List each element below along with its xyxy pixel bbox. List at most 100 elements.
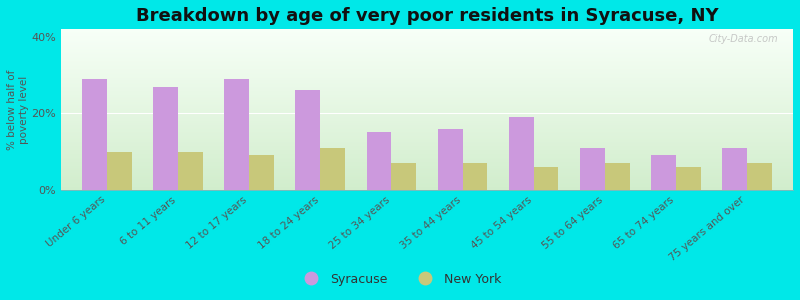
Bar xyxy=(61,40,793,41)
Bar xyxy=(61,36,793,37)
Bar xyxy=(61,43,793,44)
Bar xyxy=(61,106,793,107)
Bar xyxy=(61,171,793,172)
Bar xyxy=(651,155,676,190)
Bar xyxy=(61,56,793,57)
Bar xyxy=(61,150,793,151)
Bar xyxy=(61,82,793,83)
Bar xyxy=(61,172,793,173)
Bar xyxy=(61,80,793,81)
Bar xyxy=(61,167,793,168)
Bar xyxy=(61,144,793,145)
Bar xyxy=(61,72,793,73)
Bar xyxy=(61,148,793,149)
Bar xyxy=(61,105,793,106)
Text: City-Data.com: City-Data.com xyxy=(709,34,778,44)
Bar xyxy=(61,75,793,76)
Bar xyxy=(250,155,274,190)
Bar xyxy=(61,68,793,69)
Bar xyxy=(107,152,132,190)
Bar xyxy=(61,74,793,75)
Bar xyxy=(676,167,701,190)
Bar xyxy=(61,30,793,31)
Bar xyxy=(61,84,793,85)
Bar xyxy=(61,60,793,61)
Bar xyxy=(61,173,793,174)
Bar xyxy=(61,187,793,188)
Bar xyxy=(438,129,462,190)
Bar xyxy=(534,167,558,190)
Bar xyxy=(61,146,793,147)
Bar xyxy=(61,59,793,60)
Bar xyxy=(61,102,793,103)
Bar xyxy=(61,55,793,56)
Bar xyxy=(61,97,793,98)
Y-axis label: % below half of
poverty level: % below half of poverty level xyxy=(7,69,29,150)
Bar xyxy=(61,153,793,154)
Bar xyxy=(61,98,793,99)
Bar xyxy=(61,79,793,80)
Bar xyxy=(61,135,793,136)
Bar xyxy=(61,154,793,155)
Bar xyxy=(61,62,793,63)
Bar xyxy=(61,87,793,88)
Bar xyxy=(61,32,793,33)
Bar xyxy=(61,147,793,148)
Bar xyxy=(61,138,793,139)
Bar xyxy=(61,113,793,114)
Bar xyxy=(61,109,793,110)
Bar xyxy=(61,39,793,40)
Bar xyxy=(61,64,793,65)
Bar xyxy=(320,148,346,190)
Bar xyxy=(295,90,320,190)
Bar xyxy=(61,34,793,35)
Bar xyxy=(61,124,793,125)
Bar xyxy=(61,156,793,157)
Bar xyxy=(61,140,793,141)
Bar xyxy=(61,41,793,42)
Bar xyxy=(61,88,793,89)
Bar xyxy=(61,152,793,153)
Bar xyxy=(61,162,793,163)
Bar xyxy=(154,87,178,190)
Bar xyxy=(61,125,793,126)
Bar xyxy=(61,158,793,159)
Bar xyxy=(61,151,793,152)
Bar xyxy=(61,159,793,160)
Bar xyxy=(61,143,793,144)
Bar xyxy=(462,163,487,190)
Bar xyxy=(61,115,793,116)
Bar xyxy=(61,104,793,105)
Bar xyxy=(61,176,793,177)
Bar xyxy=(722,148,747,190)
Bar xyxy=(61,116,793,117)
Bar xyxy=(61,54,793,55)
Bar xyxy=(61,96,793,97)
Bar xyxy=(61,47,793,48)
Bar xyxy=(178,152,203,190)
Bar xyxy=(61,50,793,51)
Bar xyxy=(61,44,793,45)
Bar xyxy=(61,93,793,94)
Bar xyxy=(61,58,793,59)
Bar xyxy=(61,65,793,66)
Bar xyxy=(61,188,793,189)
Bar xyxy=(61,163,793,164)
Bar xyxy=(61,119,793,120)
Bar xyxy=(605,163,630,190)
Bar xyxy=(61,183,793,184)
Bar xyxy=(61,95,793,96)
Bar xyxy=(61,85,793,86)
Bar xyxy=(61,121,793,122)
Bar xyxy=(82,79,107,190)
Bar xyxy=(61,99,793,100)
Bar xyxy=(61,155,793,156)
Bar xyxy=(61,131,793,132)
Bar xyxy=(61,103,793,104)
Legend: Syracuse, New York: Syracuse, New York xyxy=(294,268,506,291)
Bar xyxy=(61,83,793,84)
Bar xyxy=(61,90,793,91)
Bar xyxy=(61,145,793,146)
Bar xyxy=(61,128,793,129)
Bar xyxy=(61,181,793,182)
